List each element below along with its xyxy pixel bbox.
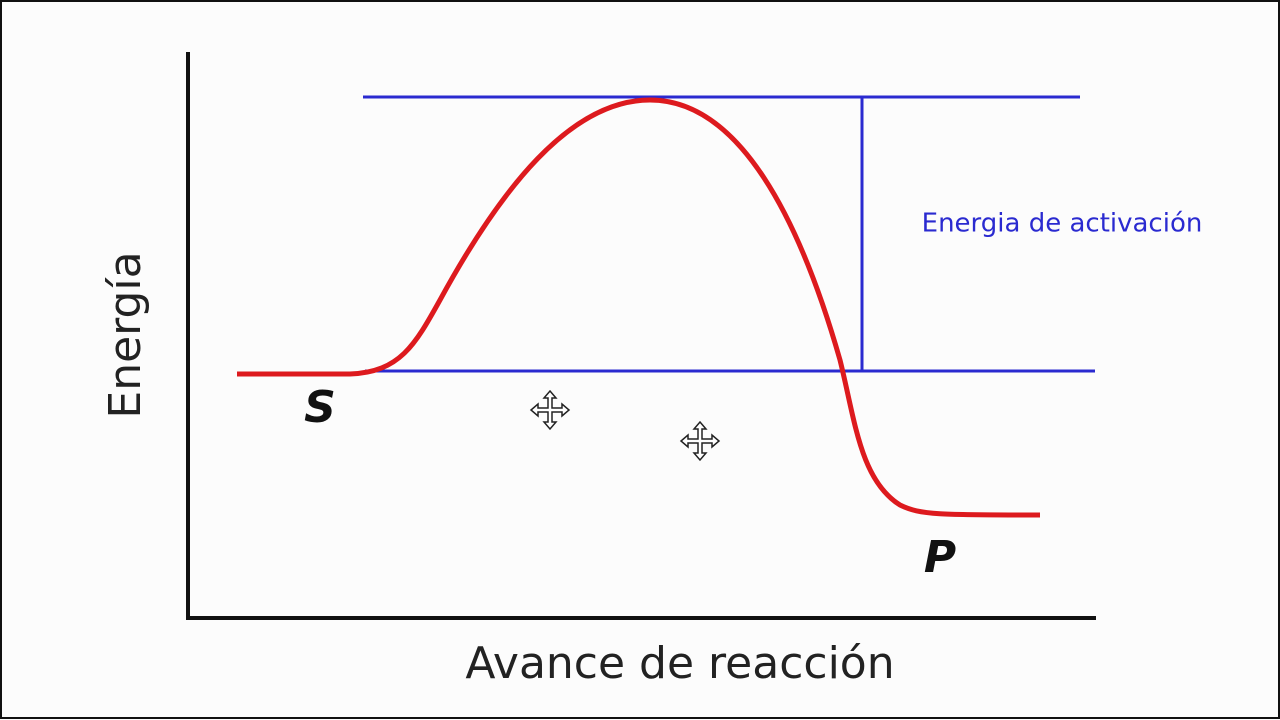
- product-label: P: [924, 532, 956, 583]
- reaction-curve: [237, 97, 1041, 518]
- move-cursor: [529, 389, 571, 431]
- activation-label: Energia de activación: [922, 209, 1203, 239]
- y-axis-label: Energía: [100, 251, 151, 418]
- substrate-label: S: [304, 382, 336, 433]
- x-axis-label: Avance de reacción: [465, 638, 894, 689]
- move-cursor: [679, 420, 721, 462]
